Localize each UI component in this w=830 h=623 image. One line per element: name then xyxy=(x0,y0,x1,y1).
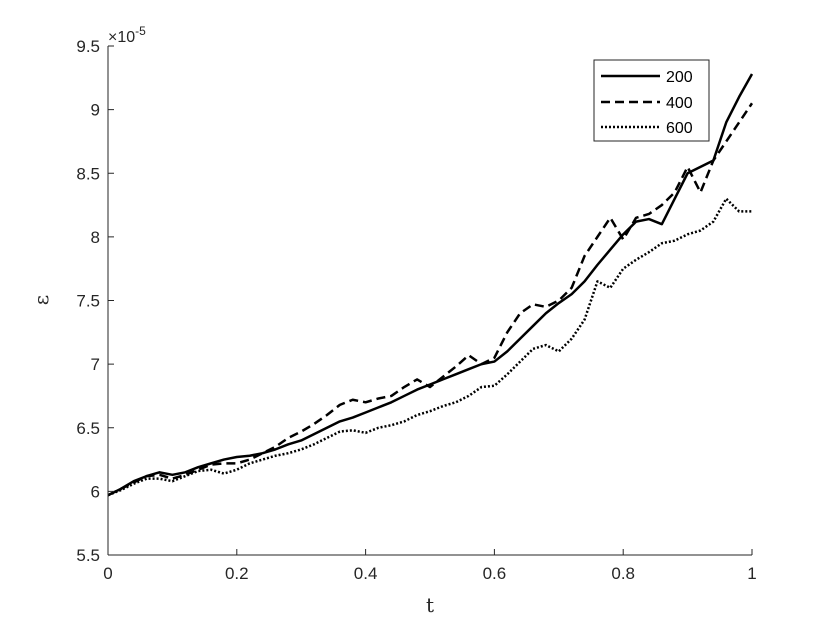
legend-item-400: 400 xyxy=(601,95,693,112)
x-axis-label: t xyxy=(426,593,434,617)
x-tick-label: 0.6 xyxy=(483,564,507,583)
y-tick-label: 6.5 xyxy=(76,419,100,438)
series-layer xyxy=(107,73,754,497)
y-exponent-base: ×10 xyxy=(108,29,135,46)
legend-label-600: 600 xyxy=(666,120,693,137)
legend-label-200: 200 xyxy=(666,69,693,86)
x-ticks: 0 0.2 0.4 0.6 0.8 1 xyxy=(103,549,757,583)
legend: 200 400 600 xyxy=(593,59,710,142)
svg-text:×10-5: ×10-5 xyxy=(108,24,146,46)
y-exponent-power: -5 xyxy=(135,24,146,38)
y-tick-label: 7.5 xyxy=(76,292,100,311)
x-tick-label: 0.4 xyxy=(354,564,378,583)
y-tick-label: 7 xyxy=(91,355,100,374)
legend-item-600: 600 xyxy=(601,120,693,137)
legend-label-400: 400 xyxy=(666,95,693,112)
x-tick-label: 1 xyxy=(747,564,756,583)
y-tick-label: 5.5 xyxy=(76,546,100,565)
y-ticks: 5.5 6 6.5 7 7.5 8 8.5 9 9.5 xyxy=(76,37,114,565)
y-tick-label: 8.5 xyxy=(76,164,100,183)
x-tick-label: 0.8 xyxy=(611,564,635,583)
series-line-200 xyxy=(107,73,754,497)
y-tick-label: 6 xyxy=(91,482,100,501)
series-line-400 xyxy=(107,102,754,497)
x-tick-label: 0.2 xyxy=(225,564,249,583)
y-tick-label: 9 xyxy=(91,101,100,120)
legend-item-200: 200 xyxy=(601,69,693,86)
y-tick-label: 8 xyxy=(91,228,100,247)
y-tick-label: 9.5 xyxy=(76,37,100,56)
x-tick-label: 0 xyxy=(103,564,112,583)
series-line-600 xyxy=(107,197,752,497)
y-axis-label: ε xyxy=(29,295,53,305)
y-exponent-label: ×10-5 xyxy=(108,24,146,46)
